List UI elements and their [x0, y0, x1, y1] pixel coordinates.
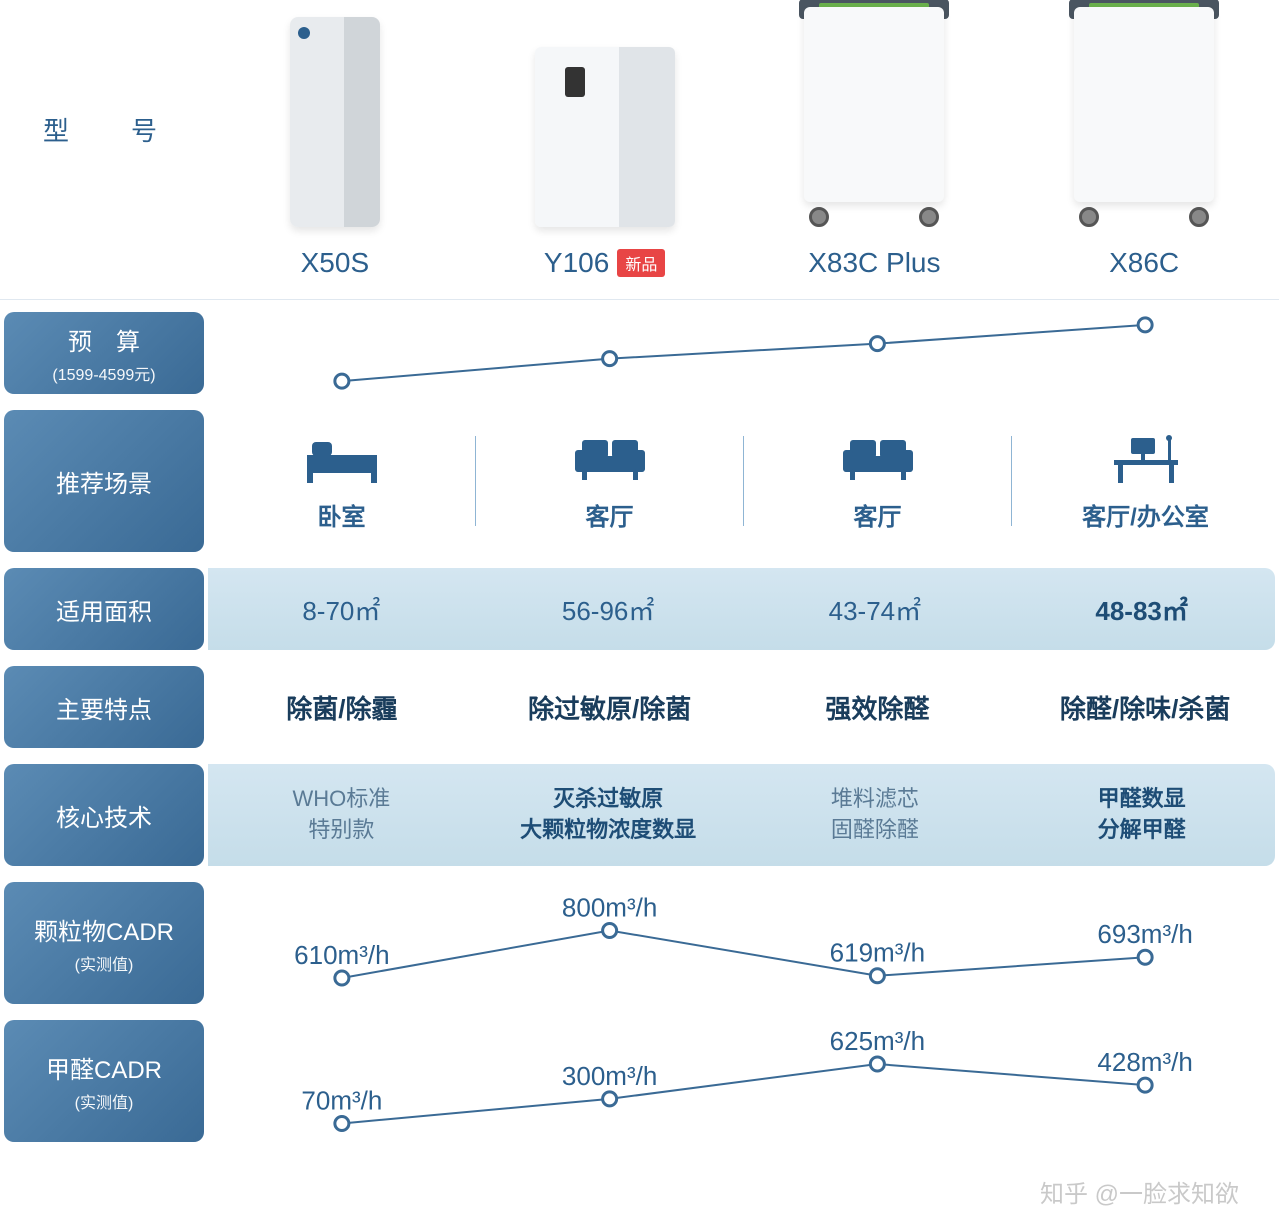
comparison-table: 型 号 X50S Y106 新品	[0, 0, 1279, 1146]
svg-text:625m³/h: 625m³/h	[830, 1026, 925, 1056]
tech-cell-2: 堆料滤芯 固醛除醛	[742, 776, 1009, 854]
pm-cadr-sparkline: 610m³/h 800m³/h 619m³/h 693m³/h	[208, 878, 1279, 1008]
scene-text: 客厅	[586, 497, 634, 532]
products: X50S Y106 新品	[200, 7, 1279, 279]
scene-cell-0: 卧室	[208, 430, 475, 532]
scene-cell-1: 客厅	[476, 430, 743, 532]
svg-text:300m³/h: 300m³/h	[562, 1061, 657, 1091]
label-text: 预 算	[68, 322, 140, 357]
product-image-x50s	[290, 17, 380, 227]
svg-text:70m³/h: 70m³/h	[301, 1086, 382, 1116]
tech-label: 核心技术	[4, 764, 204, 866]
svg-text:428m³/h: 428m³/h	[1097, 1047, 1192, 1077]
tech-line: 大颗粒物浓度数显	[483, 815, 734, 846]
scene-text: 客厅/办公室	[1082, 497, 1209, 532]
hcho-cadr-row: 甲醛CADR (实测值) 70m³/h 300m³/h 625m³/h 428m³/h	[0, 1016, 1279, 1146]
sofa-icon	[570, 430, 650, 485]
features-row: 主要特点 除菌/除霾 除过敏原/除菌 强效除醛 除醛/除味/杀菌	[0, 662, 1279, 752]
product-col-0: X50S	[200, 7, 470, 279]
hcho-cadr-sparkline: 70m³/h 300m³/h 625m³/h 428m³/h	[208, 1016, 1279, 1146]
area-label: 适用面积	[4, 568, 204, 650]
hcho-cadr-label: 甲醛CADR (实测值)	[4, 1020, 204, 1142]
label-text: 甲醛CADR	[46, 1050, 162, 1085]
header-label: 型 号	[0, 0, 200, 279]
scene-text: 客厅	[854, 497, 902, 532]
label-text: 适用面积	[56, 592, 152, 627]
label-sub: (实测值)	[75, 1089, 134, 1113]
features-label: 主要特点	[4, 666, 204, 748]
scene-label: 推荐场景	[4, 410, 204, 552]
product-image-x83c	[784, 7, 964, 227]
budget-sparkline	[208, 308, 1279, 398]
features-content: 除菌/除霾 除过敏原/除菌 强效除醛 除醛/除味/杀菌	[208, 662, 1279, 752]
area-row: 适用面积 8-70㎡ 56-96㎡ 43-74㎡ 48-83㎡	[0, 564, 1279, 654]
feature-cell-1: 除过敏原/除菌	[476, 679, 744, 736]
product-name-text: Y106	[544, 247, 609, 279]
tech-row: 核心技术 WHO标准 特别款 灭杀过敏原 大颗粒物浓度数显 堆料滤芯 固醛除醛 …	[0, 760, 1279, 870]
product-image-y106	[535, 47, 675, 227]
tech-line: 堆料滤芯	[750, 784, 1001, 815]
tech-line: 灭杀过敏原	[483, 784, 734, 815]
header-row: 型 号 X50S Y106 新品	[0, 0, 1279, 300]
tech-line: WHO标准	[216, 784, 467, 815]
label-sub: (1599-4599元)	[52, 361, 155, 385]
scene-text: 卧室	[318, 497, 366, 532]
tech-cell-1: 灭杀过敏原 大颗粒物浓度数显	[475, 776, 742, 854]
tech-content: WHO标准 特别款 灭杀过敏原 大颗粒物浓度数显 堆料滤芯 固醛除醛 甲醛数显 …	[208, 764, 1275, 866]
desk-icon	[1106, 430, 1186, 485]
product-col-1: Y106 新品	[470, 7, 740, 279]
scene-cell-2: 客厅	[744, 430, 1011, 532]
area-cell-0: 8-70㎡	[208, 581, 475, 638]
budget-row: 预 算 (1599-4599元)	[0, 308, 1279, 398]
feature-cell-0: 除菌/除霾	[208, 679, 476, 736]
feature-cell-3: 除醛/除味/杀菌	[1011, 679, 1279, 736]
product-name-1: Y106 新品	[544, 247, 665, 279]
new-badge: 新品	[617, 249, 665, 277]
area-cell-1: 56-96㎡	[475, 581, 742, 638]
bed-icon	[302, 430, 382, 485]
area-cell-2: 43-74㎡	[742, 581, 1009, 638]
product-name-text: X86C	[1109, 247, 1179, 279]
label-text: 主要特点	[56, 690, 152, 725]
budget-label: 预 算 (1599-4599元)	[4, 312, 204, 394]
label-text: 核心技术	[56, 798, 152, 833]
product-name-3: X86C	[1109, 247, 1179, 279]
product-col-2: X83C Plus	[740, 7, 1010, 279]
svg-text:800m³/h: 800m³/h	[562, 893, 657, 923]
label-sub: (实测值)	[75, 951, 134, 975]
svg-text:610m³/h: 610m³/h	[294, 940, 389, 970]
label-text: 推荐场景	[56, 464, 152, 499]
tech-line: 特别款	[216, 815, 467, 846]
tech-line: 甲醛数显	[1016, 784, 1267, 815]
scene-content: 卧室 客厅	[208, 406, 1279, 556]
area-cell-3: 48-83㎡	[1008, 581, 1275, 638]
area-content: 8-70㎡ 56-96㎡ 43-74㎡ 48-83㎡	[208, 568, 1275, 650]
product-name-text: X83C Plus	[808, 247, 940, 279]
tech-cell-3: 甲醛数显 分解甲醛	[1008, 776, 1275, 854]
sofa-icon	[838, 430, 918, 485]
scene-cell-3: 客厅/办公室	[1012, 430, 1279, 532]
scene-row: 推荐场景 卧室	[0, 406, 1279, 556]
feature-cell-2: 强效除醛	[744, 679, 1012, 736]
svg-text:693m³/h: 693m³/h	[1097, 919, 1192, 949]
product-name-text: X50S	[301, 247, 370, 279]
label-text: 颗粒物CADR	[34, 912, 174, 947]
product-name-0: X50S	[301, 247, 370, 279]
tech-cell-0: WHO标准 特别款	[208, 776, 475, 854]
product-image-x86c	[1054, 7, 1234, 227]
pm-cadr-row: 颗粒物CADR (实测值) 610m³/h 800m³/h 619m³/h 693m³…	[0, 878, 1279, 1008]
product-col-3: X86C	[1009, 7, 1279, 279]
tech-line: 分解甲醛	[1016, 815, 1267, 846]
watermark: 知乎 @一脸求知欲	[1040, 1174, 1239, 1209]
svg-text:619m³/h: 619m³/h	[830, 938, 925, 968]
pm-cadr-label: 颗粒物CADR (实测值)	[4, 882, 204, 1004]
tech-line: 固醛除醛	[750, 815, 1001, 846]
product-name-2: X83C Plus	[808, 247, 940, 279]
